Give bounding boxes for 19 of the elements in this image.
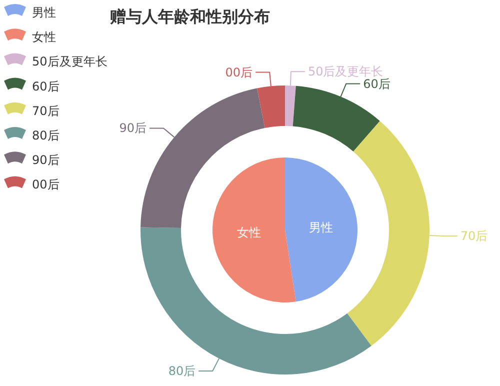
legend-label: 男性 [32, 6, 56, 20]
slice-label: 男性 [309, 220, 334, 234]
slice-label: 70后 [460, 228, 488, 243]
slice-label: 00后 [225, 65, 253, 80]
slice-label: 50后及更年长 [308, 64, 384, 79]
legend-label: 50后及更年长 [32, 54, 108, 69]
legend-label: 00后 [32, 178, 60, 192]
slice-label: 80后 [168, 364, 196, 378]
legend-label: 女性 [32, 30, 56, 44]
legend-label: 80后 [32, 128, 60, 142]
legend-label: 70后 [32, 104, 60, 118]
legend-label: 60后 [32, 79, 60, 94]
legend-label: 90后 [32, 153, 60, 168]
pie-slice [285, 158, 358, 302]
slice-label: 90后 [119, 121, 147, 136]
pie-slice [212, 158, 296, 302]
slice-label: 女性 [236, 226, 261, 240]
chart-title: 赠与人年龄和性别分布 [109, 7, 270, 26]
slice-label: 60后 [363, 76, 390, 91]
